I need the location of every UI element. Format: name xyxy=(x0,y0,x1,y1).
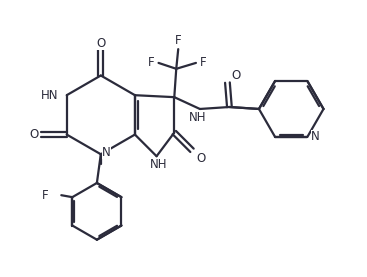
Text: O: O xyxy=(96,37,105,50)
Text: NH: NH xyxy=(150,158,167,171)
Text: F: F xyxy=(200,57,206,70)
Text: O: O xyxy=(30,128,39,141)
Text: O: O xyxy=(232,69,241,82)
Text: F: F xyxy=(148,57,155,70)
Text: N: N xyxy=(102,146,111,159)
Text: NH: NH xyxy=(189,111,207,124)
Text: F: F xyxy=(175,34,182,47)
Text: N: N xyxy=(311,130,320,143)
Text: F: F xyxy=(41,189,48,202)
Text: O: O xyxy=(196,152,205,165)
Text: HN: HN xyxy=(41,89,59,102)
